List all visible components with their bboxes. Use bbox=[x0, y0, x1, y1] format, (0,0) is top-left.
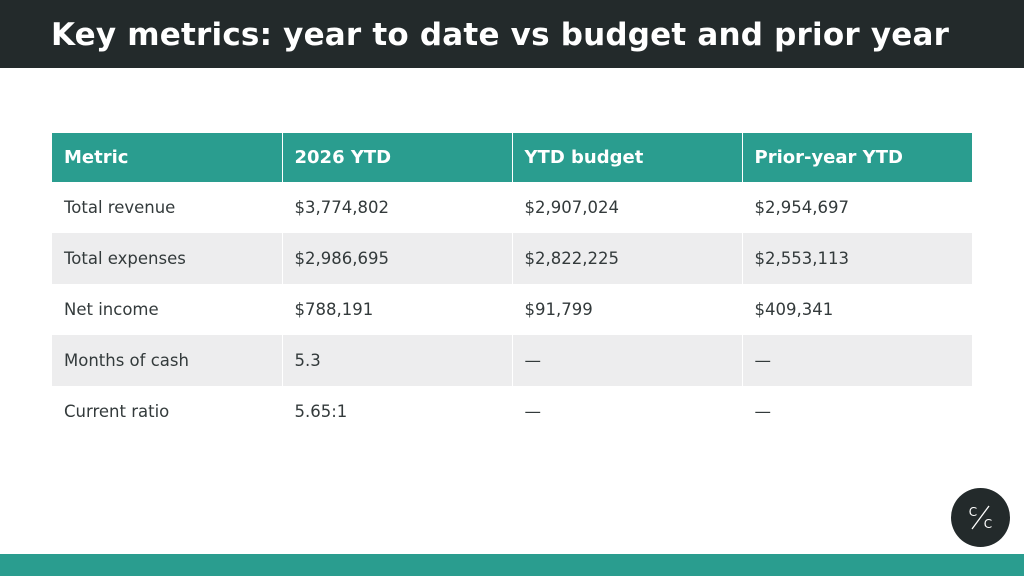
table-header-row: Metric 2026 YTD YTD budget Prior-year YT… bbox=[52, 133, 972, 182]
table-cell: $2,986,695 bbox=[281, 233, 512, 284]
table-cell: Net income bbox=[64, 300, 159, 319]
table-cell: — bbox=[741, 386, 972, 437]
column-header-metric: Metric bbox=[52, 133, 282, 182]
table-cell: 5.65:1 bbox=[281, 386, 512, 437]
table-cell: — bbox=[741, 335, 972, 386]
footer-accent-bar bbox=[0, 554, 1024, 576]
title-bar: Key metrics: year to date vs budget and … bbox=[0, 0, 1024, 68]
table-cell: Current ratio bbox=[64, 402, 170, 421]
table-row: Current ratio 5.65:1 — — bbox=[52, 386, 972, 437]
brand-logo-mark: C C bbox=[969, 505, 992, 531]
table-cell: $3,774,802 bbox=[281, 182, 512, 233]
metrics-table: Metric 2026 YTD YTD budget Prior-year YT… bbox=[52, 133, 972, 437]
table-row: Total expenses $2,986,695 $2,822,225 $2,… bbox=[52, 233, 972, 284]
table-cell: $2,553,113 bbox=[741, 233, 972, 284]
logo-letter-top: C bbox=[969, 505, 977, 519]
table-cell: Total revenue bbox=[64, 198, 176, 217]
column-header-2026-ytd: 2026 YTD bbox=[281, 133, 512, 182]
table-cell: $91,799 bbox=[511, 284, 742, 335]
slide-title: Key metrics: year to date vs budget and … bbox=[51, 17, 950, 53]
table-row: Net income $788,191 $91,799 $409,341 bbox=[52, 284, 972, 335]
table-cell: — bbox=[511, 335, 742, 386]
table-cell: 5.3 bbox=[281, 335, 512, 386]
table-row: Months of cash 5.3 — — bbox=[52, 335, 972, 386]
table-cell: Months of cash bbox=[52, 335, 282, 386]
table-cell: Total expenses bbox=[52, 233, 282, 284]
logo-letter-bottom: C bbox=[984, 517, 992, 531]
column-header-prior-year-ytd: Prior-year YTD bbox=[741, 133, 972, 182]
table-cell: $788,191 bbox=[281, 284, 512, 335]
table-row: Total revenue $3,774,802 $2,907,024 $2,9… bbox=[52, 182, 972, 233]
brand-logo: C C bbox=[951, 488, 1010, 547]
table-cell: $2,954,697 bbox=[741, 182, 972, 233]
table-cell: $2,822,225 bbox=[511, 233, 742, 284]
column-header-ytd-budget: YTD budget bbox=[511, 133, 742, 182]
table-cell: $409,341 bbox=[741, 284, 972, 335]
table-cell: — bbox=[511, 386, 742, 437]
table-cell: $2,907,024 bbox=[511, 182, 742, 233]
